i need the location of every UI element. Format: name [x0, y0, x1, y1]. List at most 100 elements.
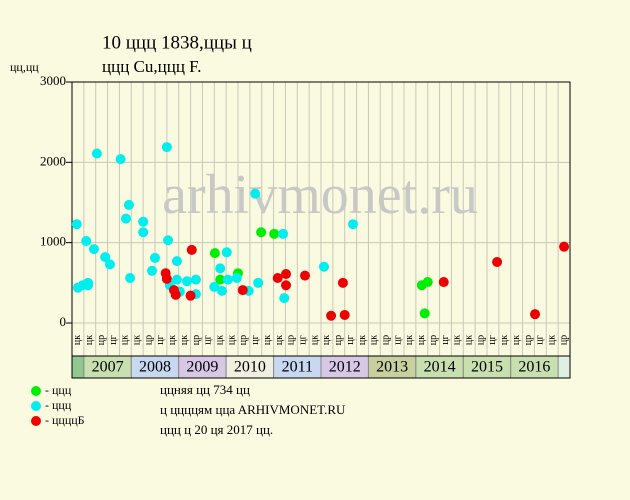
point [104, 259, 115, 270]
chart-subtitle: ццц Cu,ццц F. [102, 57, 202, 76]
quarter-label: цр [286, 335, 297, 345]
point [237, 285, 248, 296]
quarter-label: цг [440, 335, 451, 344]
point [215, 274, 226, 285]
quarter-label: цк [309, 335, 320, 345]
quarter-label: цк [120, 335, 131, 345]
point [88, 244, 99, 255]
point [279, 293, 290, 304]
quarter-label: цк [452, 335, 463, 345]
point [171, 256, 182, 267]
point [231, 273, 242, 284]
y-tick-label: 1000 [40, 234, 66, 249]
point [170, 289, 181, 300]
point [250, 188, 261, 199]
point [492, 256, 503, 267]
point [83, 277, 94, 288]
quarter-label: цк [84, 335, 95, 345]
legend-swatch [31, 386, 41, 396]
quarter-label: цг [487, 335, 498, 344]
chart-title: 10 ццц 1838,ццы ц [102, 32, 252, 53]
quarter-label: цк [72, 335, 83, 345]
plot-frame [71, 81, 571, 379]
point [221, 247, 232, 258]
watermark: arhivmonet.ru [162, 164, 478, 226]
quarter-label: цр [143, 335, 154, 345]
point [299, 270, 310, 281]
quarter-label: цк [416, 335, 427, 345]
point [147, 265, 158, 276]
y-tick-label: 2000 [40, 153, 66, 168]
point [222, 274, 233, 285]
point [125, 273, 136, 284]
point [150, 252, 160, 263]
point [348, 219, 359, 230]
year-label: 2009 [186, 359, 218, 376]
point [91, 148, 102, 159]
point [186, 244, 197, 255]
quarter-label: цг [203, 335, 214, 344]
quarter-label: цр [428, 335, 439, 345]
year-label: 2013 [376, 359, 408, 376]
note: ццняя цц 734 цц [160, 382, 250, 397]
legend-swatch [31, 401, 41, 411]
quarter-label: цк [464, 335, 475, 345]
legend-label: - ццц [45, 383, 72, 397]
quarter-label: цр [523, 335, 534, 345]
point [138, 216, 149, 227]
point [216, 285, 227, 296]
quarter-label: цр [191, 335, 202, 345]
point [185, 290, 196, 301]
year-cell-end [558, 356, 570, 378]
quarter-label: цг [250, 335, 261, 344]
point [269, 228, 280, 239]
quarter-label: цк [179, 335, 190, 345]
point [422, 277, 433, 288]
note: ц ццццям ццa ARHIVMONET.RU [160, 402, 346, 417]
quarter-label: цг [108, 335, 119, 344]
quarter-label: цк [357, 335, 368, 345]
quarter-label: цг [345, 335, 356, 344]
point [171, 274, 182, 285]
point [272, 273, 283, 284]
point [530, 309, 541, 320]
quarter-label: цр [238, 335, 249, 345]
point [281, 280, 292, 291]
quarter-label: цр [333, 335, 344, 345]
quarter-label: цк [404, 335, 415, 345]
quarter-label: цр [558, 335, 569, 345]
point [438, 277, 449, 288]
point [115, 154, 126, 165]
point [71, 219, 82, 230]
note: ццц ц 20 ця 2017 цц. [160, 422, 273, 437]
point [339, 309, 350, 320]
quarter-label: цк [132, 335, 143, 345]
point [278, 228, 289, 239]
year-label: 2015 [471, 359, 503, 376]
legend-label: - ццц [45, 398, 72, 412]
year-label: 2010 [234, 359, 266, 376]
year-label: 2012 [329, 359, 361, 376]
point [318, 261, 329, 272]
point [337, 277, 348, 288]
quarter-label: цр [96, 335, 107, 345]
y-tick-label: 0 [60, 314, 67, 329]
point [182, 276, 193, 287]
point [253, 277, 264, 288]
point [209, 248, 220, 259]
point [161, 142, 172, 153]
quarter-label: цр [475, 335, 486, 345]
point [209, 281, 220, 292]
point [123, 199, 134, 210]
point [161, 273, 172, 284]
quarter-label: цк [547, 335, 558, 345]
quarter-label: цк [262, 335, 273, 345]
point [163, 235, 174, 246]
quarter-label: цг [392, 335, 403, 344]
quarter-label: цк [167, 335, 178, 345]
point [120, 213, 131, 224]
point [559, 241, 570, 252]
point [190, 274, 201, 285]
point [215, 263, 226, 274]
